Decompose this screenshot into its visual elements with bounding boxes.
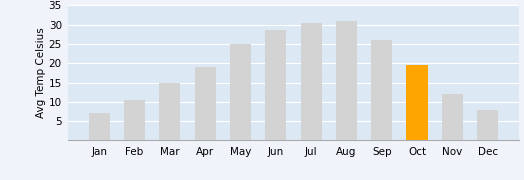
Bar (194, 67, 216, 140)
Bar (477, 110, 498, 140)
Bar (265, 30, 287, 140)
Y-axis label: Avg Temp Celsius: Avg Temp Celsius (36, 28, 46, 118)
Bar (442, 94, 463, 140)
Bar (89, 113, 110, 140)
Bar (336, 21, 357, 140)
Bar (230, 44, 251, 140)
Bar (371, 40, 392, 140)
Bar (124, 100, 145, 140)
Bar (300, 23, 322, 140)
Bar (407, 65, 428, 140)
Bar (159, 83, 180, 140)
